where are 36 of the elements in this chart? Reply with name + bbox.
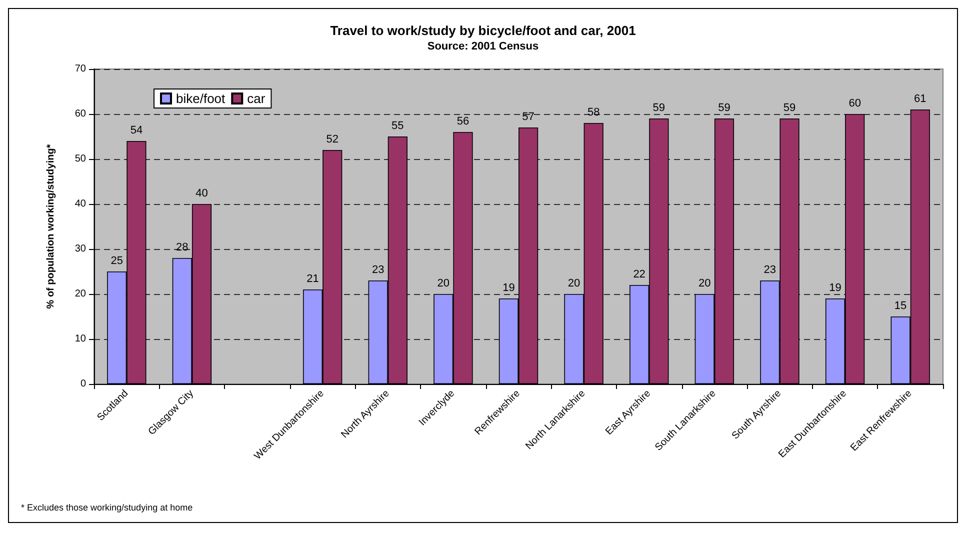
data-label: 57 [522, 111, 534, 123]
data-label: 22 [633, 268, 646, 280]
data-label: 55 [392, 120, 404, 132]
data-label: 60 [848, 98, 861, 110]
legend-label: car [247, 91, 266, 106]
data-label: 52 [326, 134, 338, 146]
data-label: 40 [196, 188, 208, 200]
data-label: 59 [652, 102, 666, 114]
data-label: 56 [456, 116, 470, 128]
data-label: 61 [914, 93, 926, 105]
y-tick-label: 0 [80, 378, 86, 390]
y-tick-label: 20 [74, 288, 86, 300]
data-label: 54 [130, 124, 143, 136]
y-tick-label: 10 [74, 334, 86, 344]
y-tick-label: 40 [74, 198, 86, 210]
y-tick-label: 70 [74, 64, 86, 74]
data-label: 15 [894, 300, 907, 312]
data-label: 20 [568, 278, 580, 290]
text: * Excludes those working/studying at home [21, 502, 193, 512]
data-label: 59 [718, 102, 730, 114]
chart-subtitle: Source: 2001 Census [427, 40, 539, 52]
legend-label: bike/foot [176, 91, 226, 106]
data-label: 20 [437, 278, 450, 290]
y-tick-label: 50 [74, 154, 86, 164]
data-label: 20 [698, 278, 711, 290]
data-label: 59 [783, 102, 796, 114]
data-label: 25 [110, 255, 123, 267]
y-tick-label: 30 [74, 244, 86, 254]
y-tick-label: 60 [74, 108, 86, 120]
data-label: 21 [306, 273, 319, 285]
chart-title: Travel to work/study by bicycle/foot and car, 2001 [330, 23, 636, 38]
data-label: 23 [372, 264, 384, 276]
data-label: 19 [829, 282, 842, 294]
data-label: 23 [764, 264, 776, 276]
y-axis-title: % of population working/studying* [46, 144, 56, 309]
data-label: 19 [502, 282, 515, 294]
